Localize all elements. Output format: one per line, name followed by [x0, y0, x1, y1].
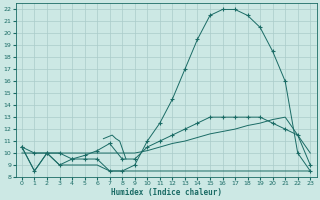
X-axis label: Humidex (Indice chaleur): Humidex (Indice chaleur)	[111, 188, 221, 197]
